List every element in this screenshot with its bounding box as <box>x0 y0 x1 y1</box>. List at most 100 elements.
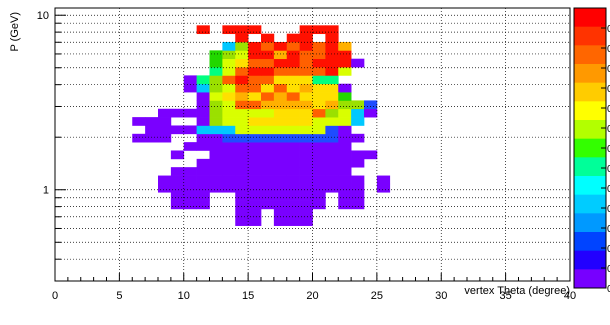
heatmap-cell <box>196 192 210 201</box>
heatmap-cell <box>209 133 223 143</box>
heatmap-cell <box>132 133 146 143</box>
heatmap-cell <box>196 200 210 210</box>
heatmap-cell <box>248 133 262 143</box>
heatmap-cell <box>325 117 339 126</box>
heatmap-cell <box>338 108 352 118</box>
heatmap-cell <box>273 92 288 101</box>
heatmap-cell <box>299 158 313 168</box>
heatmap-cell <box>248 92 262 101</box>
heatmap-cell <box>248 117 262 126</box>
heatmap-cell <box>170 175 185 185</box>
palette-tick-label: 0 <box>607 124 610 135</box>
heatmap-cell <box>351 200 365 210</box>
x-tick-label: 30 <box>435 290 447 302</box>
heatmap-cell <box>222 75 236 85</box>
heatmap-cell <box>286 92 300 101</box>
heatmap-cell <box>299 83 313 93</box>
heatmap-cell <box>312 142 326 151</box>
heatmap-cell <box>183 192 197 201</box>
heatmap-cell <box>312 158 326 168</box>
palette-tick-label: 0 <box>607 224 610 235</box>
heatmap-cell <box>338 67 352 76</box>
x-tick-label: 35 <box>500 290 512 302</box>
heatmap-cell <box>261 50 275 60</box>
heatmap-cell <box>196 75 210 85</box>
heatmap-cell <box>209 158 223 168</box>
heatmap-cell <box>325 83 339 93</box>
heatmap-cell <box>299 125 313 135</box>
heatmap-cell <box>273 42 288 51</box>
heatmap-cell <box>248 75 262 85</box>
heatmap-cell <box>248 125 262 135</box>
heatmap-cell <box>286 150 300 160</box>
heatmap-cell <box>248 167 262 176</box>
palette-tick-label: 0 <box>607 44 610 55</box>
heatmap-cell <box>196 92 210 101</box>
palette-swatch <box>574 82 606 102</box>
heatmap-cell <box>338 150 352 160</box>
heatmap-cell <box>286 192 300 201</box>
heatmap-cell <box>312 183 326 193</box>
heatmap-cell <box>222 125 236 135</box>
heatmap-cell <box>325 50 339 60</box>
heatmap-cell <box>312 117 326 126</box>
heatmap-cell <box>325 175 339 185</box>
x-tick-label: 0 <box>52 290 58 302</box>
heatmap-cell <box>325 150 339 160</box>
heatmap-cell <box>170 200 185 210</box>
heatmap-cell <box>325 158 339 168</box>
heatmap-cell <box>248 150 262 160</box>
heatmap-cell <box>222 83 236 93</box>
heatmap-cell <box>248 42 262 51</box>
heatmap-cell <box>312 50 326 60</box>
heatmap-cell <box>235 217 249 226</box>
heatmap-cell <box>261 117 275 126</box>
x-tick-label: 5 <box>116 290 122 302</box>
heatmap-cell <box>261 75 275 85</box>
heatmap-cell <box>325 25 339 35</box>
heatmap-cell <box>351 117 365 126</box>
heatmap-cell <box>338 100 352 110</box>
heatmap-cell <box>183 75 197 85</box>
heatmap-cell <box>196 117 210 126</box>
heatmap-cell <box>209 92 223 101</box>
heatmap-cell <box>261 200 275 210</box>
heatmap-cell <box>222 117 236 126</box>
heatmap-cell <box>273 142 288 151</box>
heatmap-cell <box>235 75 249 85</box>
heatmap-cell <box>286 208 300 218</box>
heatmap-cell <box>170 167 185 176</box>
heatmap-cell <box>158 175 172 185</box>
heatmap-cell <box>209 50 223 60</box>
heatmap-cell <box>209 83 223 93</box>
heatmap-cell <box>312 125 326 135</box>
heatmap-cell <box>235 117 249 126</box>
heatmap-cell <box>273 117 288 126</box>
y-tick-label: 1 <box>43 185 49 197</box>
y-axis-ticks: 1 10 <box>37 10 66 260</box>
heatmap-cell <box>273 50 288 60</box>
heatmap-cell <box>351 192 365 201</box>
heatmap-cell <box>273 192 288 201</box>
heatmap-cell <box>325 183 339 193</box>
heatmap-cells <box>132 25 391 226</box>
heatmap-cell <box>183 167 197 176</box>
heatmap-cell <box>299 67 313 76</box>
heatmap-cell <box>222 108 236 118</box>
heatmap-cell <box>325 75 339 85</box>
heatmap-cell <box>299 117 313 126</box>
heatmap-cell <box>312 42 326 51</box>
heatmap-cell <box>196 183 210 193</box>
heatmap-cell <box>273 217 288 226</box>
heatmap-cell <box>273 167 288 176</box>
heatmap-cell <box>351 58 365 68</box>
heatmap-cell <box>273 150 288 160</box>
heatmap-cell <box>222 100 236 110</box>
heatmap-cell <box>325 67 339 76</box>
palette-swatch <box>574 138 606 158</box>
heatmap-cell <box>273 108 288 118</box>
heatmap-cell <box>222 42 236 51</box>
heatmap-cell <box>196 108 210 118</box>
palette-tick-label: 0 <box>607 264 610 275</box>
heatmap-cell <box>235 58 249 68</box>
